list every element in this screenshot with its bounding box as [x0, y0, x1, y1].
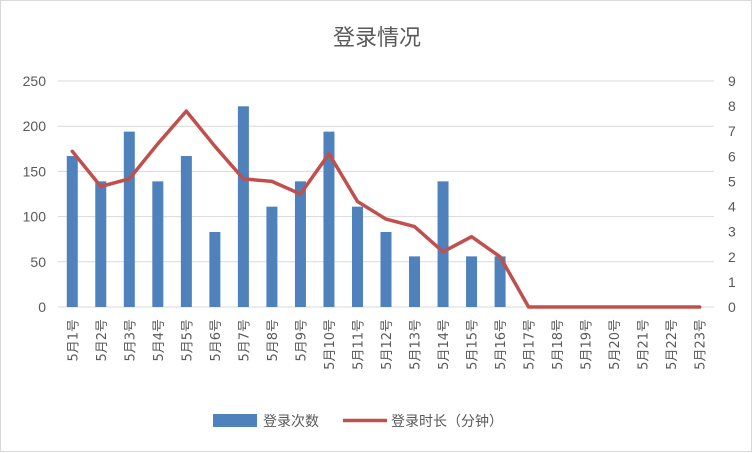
bar — [180, 156, 192, 307]
bar — [437, 181, 449, 307]
x-tick-label: 5月4号 — [152, 319, 167, 362]
x-tick-label: 5月20号 — [608, 319, 623, 370]
bar — [466, 256, 478, 307]
bar — [66, 156, 78, 307]
x-tick-label: 5月2号 — [95, 319, 110, 362]
left-tick-label: 200 — [23, 118, 47, 134]
left-tick-label: 100 — [23, 209, 47, 225]
right-tick-label: 5 — [728, 173, 736, 189]
bar-series-login-count — [66, 106, 506, 307]
x-tick-label: 5月10号 — [323, 319, 338, 370]
x-tick-label: 5月22号 — [665, 319, 680, 370]
series-line — [70, 109, 702, 309]
bar — [409, 256, 421, 307]
right-tick-label: 4 — [728, 199, 736, 215]
x-tick-label: 5月16号 — [494, 319, 509, 370]
right-axis-ticks: 0 1 2 3 4 5 6 7 8 9 — [728, 73, 736, 315]
bar — [123, 131, 135, 307]
bar — [209, 231, 221, 307]
legend: 登录次数 登录时长（分钟） — [213, 413, 503, 430]
right-tick-label: 3 — [728, 224, 736, 240]
bar — [323, 131, 335, 307]
left-tick-label: 150 — [23, 163, 47, 179]
legend-swatch-login-count — [213, 414, 257, 427]
left-tick-label: 250 — [23, 73, 47, 89]
x-tick-label: 5月19号 — [580, 319, 595, 370]
bar — [95, 181, 107, 307]
x-axis-ticks: 5月1号 5月2号 5月3号 5月4号 5月5号 5月6号 5月7号 5月8号 5月9号 5月10… — [66, 319, 708, 370]
right-tick-label: 8 — [728, 98, 736, 114]
bar — [266, 206, 278, 307]
left-axis-ticks: 0 50 100 150 200 250 — [23, 73, 47, 315]
x-tick-label: 5月14号 — [437, 319, 452, 370]
bar — [351, 206, 363, 307]
x-tick-label: 5月7号 — [237, 319, 252, 362]
right-tick-label: 7 — [728, 123, 736, 139]
x-tick-label: 5月11号 — [352, 319, 367, 370]
right-tick-label: 0 — [728, 299, 736, 315]
right-tick-label: 1 — [728, 274, 736, 290]
x-tick-label: 5月17号 — [523, 319, 538, 370]
right-tick-label: 9 — [728, 73, 736, 89]
chart-title: 登录情况 — [333, 26, 421, 51]
bar — [152, 181, 164, 307]
x-tick-label: 5月9号 — [294, 319, 309, 362]
legend-label-login-count: 登录次数 — [263, 414, 319, 430]
x-tick-label: 5月13号 — [409, 319, 424, 370]
x-tick-label: 5月8号 — [266, 319, 281, 362]
bar — [494, 256, 506, 307]
line-series-login-duration — [70, 109, 702, 309]
x-tick-label: 5月12号 — [380, 319, 395, 370]
x-tick-label: 5月1号 — [66, 319, 81, 362]
right-tick-label: 6 — [728, 148, 736, 164]
bar — [380, 231, 392, 307]
x-tick-label: 5月21号 — [637, 319, 652, 370]
bar — [294, 181, 306, 307]
left-tick-label: 50 — [30, 254, 46, 270]
x-tick-label: 5月5号 — [180, 319, 195, 362]
x-tick-label: 5月15号 — [466, 319, 481, 370]
x-tick-label: 5月6号 — [209, 319, 224, 362]
right-tick-label: 2 — [728, 249, 736, 265]
legend-label-login-duration: 登录时长（分钟） — [391, 413, 503, 430]
x-tick-label: 5月18号 — [551, 319, 566, 370]
x-tick-label: 5月23号 — [694, 319, 709, 370]
left-tick-label: 0 — [38, 299, 46, 315]
x-tick-label: 5月3号 — [123, 319, 138, 362]
bar — [237, 106, 249, 307]
